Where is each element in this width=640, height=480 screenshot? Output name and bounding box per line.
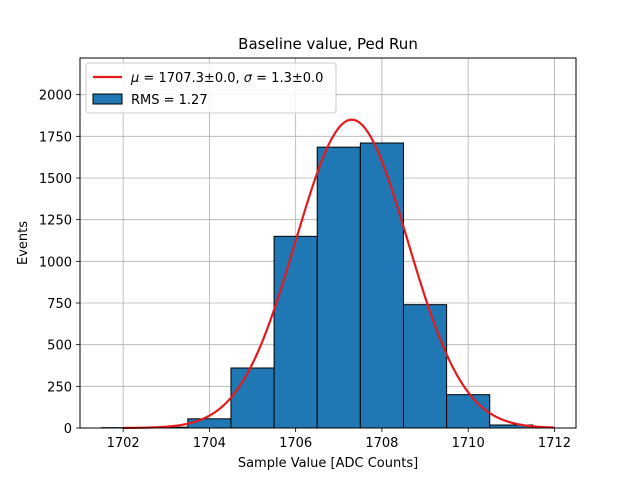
x-tick-label: 1704	[193, 436, 226, 451]
histogram-bar	[359, 142, 404, 429]
legend: μ = 1707.3±0.0, σ = 1.3±0.0 RMS = 1.27	[85, 62, 337, 114]
y-tick-label: 0	[64, 422, 72, 437]
legend-fit-sigma-symbol: σ	[244, 71, 253, 86]
y-axis: 0 250 500 750 1000 1250 1500 1750 2000	[39, 89, 80, 437]
y-tick-label: 250	[47, 380, 72, 395]
legend-fit-mu-symbol: μ	[130, 71, 139, 86]
x-tick-label: 1712	[538, 436, 571, 451]
y-tick-label: 750	[47, 297, 72, 312]
y-axis-label: Events	[16, 221, 31, 265]
legend-fit-mu-value: = 1707.3±0.0,	[139, 71, 243, 86]
x-tick-label: 1702	[107, 436, 140, 451]
legend-histogram-label: RMS = 1.27	[131, 93, 208, 108]
y-tick-label: 1250	[39, 214, 72, 229]
y-tick-label: 1750	[39, 130, 72, 145]
histogram-bar	[230, 367, 275, 429]
x-axis: 1702 1704 1706 1708 1710 1712	[107, 428, 571, 451]
x-tick-label: 1706	[279, 436, 312, 451]
x-tick-label: 1710	[452, 436, 485, 451]
histogram-bar	[273, 235, 318, 429]
y-tick-label: 500	[47, 339, 72, 354]
plot-area	[79, 57, 577, 430]
legend-box	[85, 62, 337, 114]
histogram-bar	[316, 146, 361, 429]
chart-title: Baseline value, Ped Run	[238, 35, 418, 53]
legend-fit-label: μ = 1707.3±0.0, σ = 1.3±0.0	[130, 71, 323, 86]
axes-frame	[79, 57, 577, 429]
y-tick-label: 1000	[39, 255, 72, 270]
histogram-bar	[446, 394, 491, 429]
histogram-bar	[402, 304, 448, 429]
legend-histogram-patch	[92, 93, 123, 105]
legend-fit-sigma-value: = 1.3±0.0	[252, 71, 323, 86]
histogram-bar	[187, 418, 232, 429]
x-tick-label: 1708	[365, 436, 398, 451]
gaussian-fit-curve	[123, 118, 555, 430]
y-tick-label: 2000	[39, 89, 72, 104]
y-tick-label: 1500	[39, 172, 72, 187]
x-axis-label: Sample Value [ADC Counts]	[238, 456, 418, 471]
